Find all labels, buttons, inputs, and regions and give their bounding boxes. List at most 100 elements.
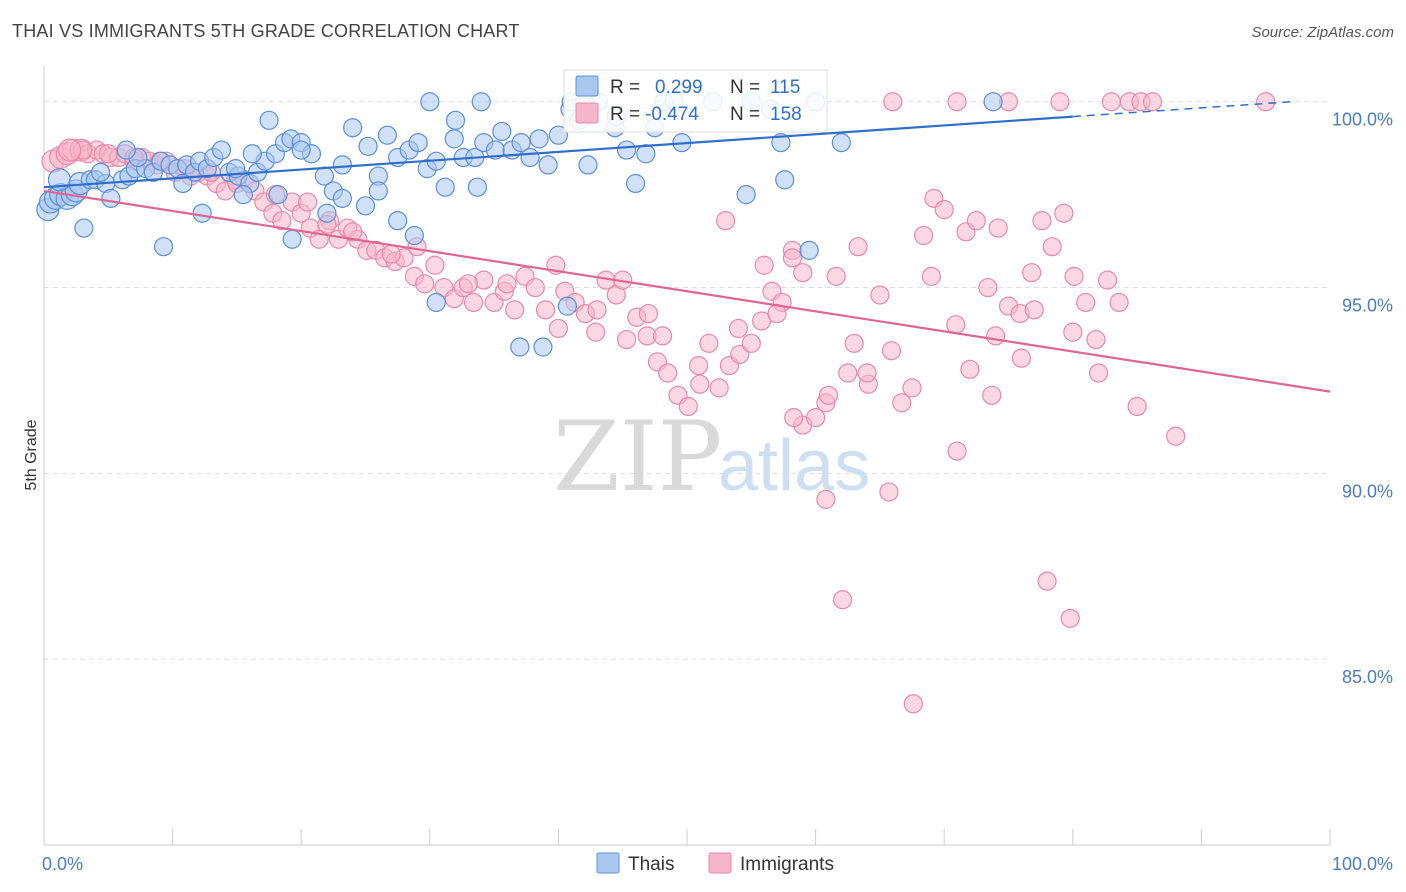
immigrants-point: [1032, 211, 1052, 231]
immigrants-point: [754, 255, 774, 275]
immigrants-point: [298, 192, 318, 212]
bottom-legend-thais-swatch: [596, 852, 620, 874]
immigrants-point: [690, 374, 710, 394]
thais-point: [368, 181, 388, 201]
immigrants-point: [816, 489, 836, 509]
immigrants-point: [58, 138, 82, 162]
thais-point: [317, 203, 337, 223]
thais-point: [538, 155, 558, 175]
immigrants-point: [728, 318, 749, 339]
immigrants-point: [838, 363, 858, 383]
immigrants-point: [709, 378, 729, 398]
thais-point: [90, 162, 111, 182]
thais-point: [529, 129, 549, 149]
immigrants-point: [730, 344, 750, 365]
immigrants-point: [978, 277, 998, 298]
immigrants-trend-line: [43, 189, 1331, 393]
immigrants-point: [505, 300, 525, 320]
immigrants-point: [826, 266, 846, 286]
thais-point: [291, 140, 311, 160]
immigrants-point: [638, 303, 659, 324]
thais-point: [268, 185, 288, 205]
immigrants-point: [818, 385, 839, 405]
immigrants-point: [793, 263, 813, 283]
bottom-legend-thais-label: Thais: [628, 854, 674, 875]
thais-trend-extension: [1072, 100, 1292, 118]
immigrants-point: [782, 248, 803, 268]
immigrants-point: [652, 326, 673, 346]
immigrants-point: [1127, 396, 1147, 417]
immigrants-point: [902, 378, 922, 398]
immigrants-point: [415, 274, 435, 294]
thais-point: [116, 140, 136, 160]
immigrants-point: [688, 355, 709, 376]
immigrants-point: [343, 222, 363, 242]
immigrants-point: [715, 211, 736, 231]
legend-thais-r-value: 0.299: [655, 77, 703, 98]
thais-point: [533, 337, 553, 357]
immigrants-point: [425, 255, 445, 275]
immigrants-point: [946, 315, 966, 335]
watermark-zip: ZIP: [553, 401, 722, 513]
immigrants-point: [1142, 92, 1163, 112]
immigrants-point: [586, 322, 606, 342]
thais-point: [625, 173, 646, 194]
immigrants-point: [741, 333, 761, 353]
immigrants-point: [784, 408, 804, 428]
immigrants-point: [982, 385, 1002, 405]
immigrants-point: [1011, 348, 1031, 368]
thais-point: [548, 125, 569, 145]
bottom-legend-immigrants-swatch: [708, 852, 732, 874]
x-tick-label-min: 0.0%: [42, 854, 83, 874]
immigrants-point: [879, 482, 899, 502]
immigrants-point: [1050, 92, 1070, 112]
thais-point: [101, 188, 121, 208]
immigrants-point: [1076, 292, 1096, 313]
thais-point: [771, 133, 791, 153]
thais-point: [467, 177, 487, 197]
immigrants-point: [587, 300, 607, 320]
immigrants-point: [966, 211, 986, 231]
thais-point: [616, 140, 637, 160]
thais-point: [444, 129, 464, 149]
immigrants-point: [914, 225, 934, 246]
thais-point: [557, 296, 578, 316]
thais-trend-line: [43, 115, 1073, 189]
thais-point: [510, 337, 530, 357]
y-axis-title: 5th Grade: [23, 419, 40, 490]
legend-immigrants-swatch: [575, 102, 599, 124]
immigrants-point: [1166, 426, 1186, 446]
immigrants-point: [881, 341, 902, 361]
legend-immigrants-r-label: R =: [610, 104, 640, 125]
immigrants-point: [272, 211, 292, 231]
immigrants-point: [458, 274, 478, 294]
immigrants-point: [921, 266, 941, 286]
immigrants-point: [986, 326, 1006, 346]
immigrants-point: [934, 199, 954, 220]
thais-point: [355, 196, 376, 216]
thais-point: [471, 92, 491, 112]
x-tick-label-max: 100.0%: [1332, 854, 1393, 874]
thais-point: [983, 92, 1003, 112]
watermark-atlas: atlas: [718, 426, 870, 506]
immigrants-point: [1022, 263, 1042, 283]
legend-box-frame: [563, 69, 828, 133]
y-tick-labels: 100.0% 95.0% 90.0% 85.0%: [1332, 110, 1393, 687]
trend-lines: [43, 100, 1331, 393]
thais-point: [445, 110, 466, 130]
thais-point: [332, 188, 352, 208]
immigrants-point: [892, 393, 912, 413]
legend-thais-n-value: 115: [770, 77, 800, 98]
immigrants-point: [658, 363, 678, 383]
immigrants-point: [903, 694, 923, 714]
y-tick-label: 90.0%: [1342, 481, 1393, 501]
immigrants-point: [857, 363, 877, 383]
immigrants-point: [1109, 292, 1129, 313]
thais-point: [736, 185, 756, 205]
immigrants-point: [833, 590, 853, 610]
thais-point: [799, 240, 819, 260]
immigrants-point: [1024, 300, 1044, 320]
legend-thais-r-label: R =: [610, 77, 640, 98]
thais-point: [192, 203, 212, 223]
